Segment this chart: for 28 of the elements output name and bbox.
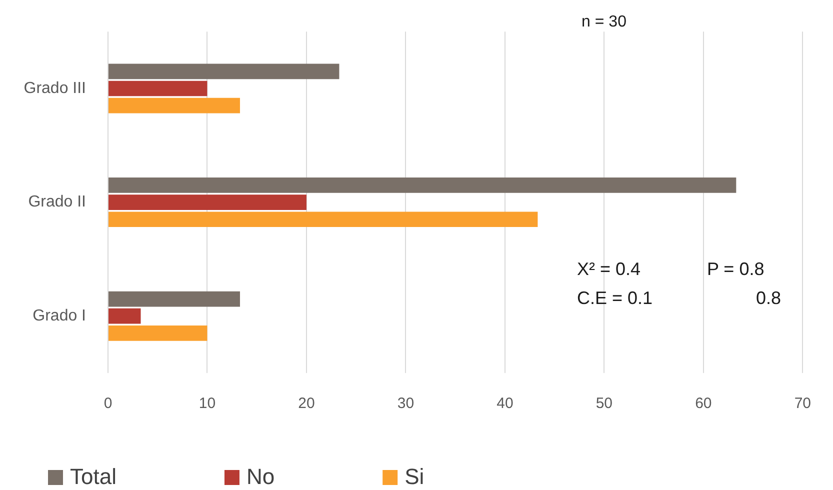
bar [108, 64, 340, 80]
annotation: C.E = 0.1 [577, 288, 653, 308]
y-tick-label: Grado II [28, 194, 86, 211]
x-tick-label: 50 [596, 395, 613, 412]
annotation: X² = 0.4 [577, 258, 641, 279]
x-tick-label: 40 [496, 395, 514, 412]
bar [108, 98, 240, 114]
x-tick-label: 70 [794, 395, 811, 412]
x-tick-label: 30 [397, 395, 414, 412]
y-tick-label: Grado I [32, 308, 86, 325]
x-tick-label: 20 [298, 395, 315, 412]
y-tick-label: Grado III [24, 80, 86, 97]
text: n = 30 [582, 13, 627, 30]
x-tick-label: 10 [198, 395, 216, 412]
legend-label: Si [404, 464, 424, 490]
x-tick-label: 0 [104, 395, 112, 412]
bar [108, 291, 240, 307]
annotation: 0.8 [756, 288, 781, 308]
x-tick-label: 60 [695, 395, 712, 412]
bar [108, 80, 208, 96]
legend-label: No [246, 464, 275, 490]
bar [108, 194, 306, 210]
legend-label: Total [70, 464, 116, 490]
bar [108, 212, 538, 228]
bar [108, 308, 141, 324]
bar [108, 178, 736, 193]
annotation: P = 0.8 [707, 258, 764, 279]
bar [108, 325, 208, 341]
